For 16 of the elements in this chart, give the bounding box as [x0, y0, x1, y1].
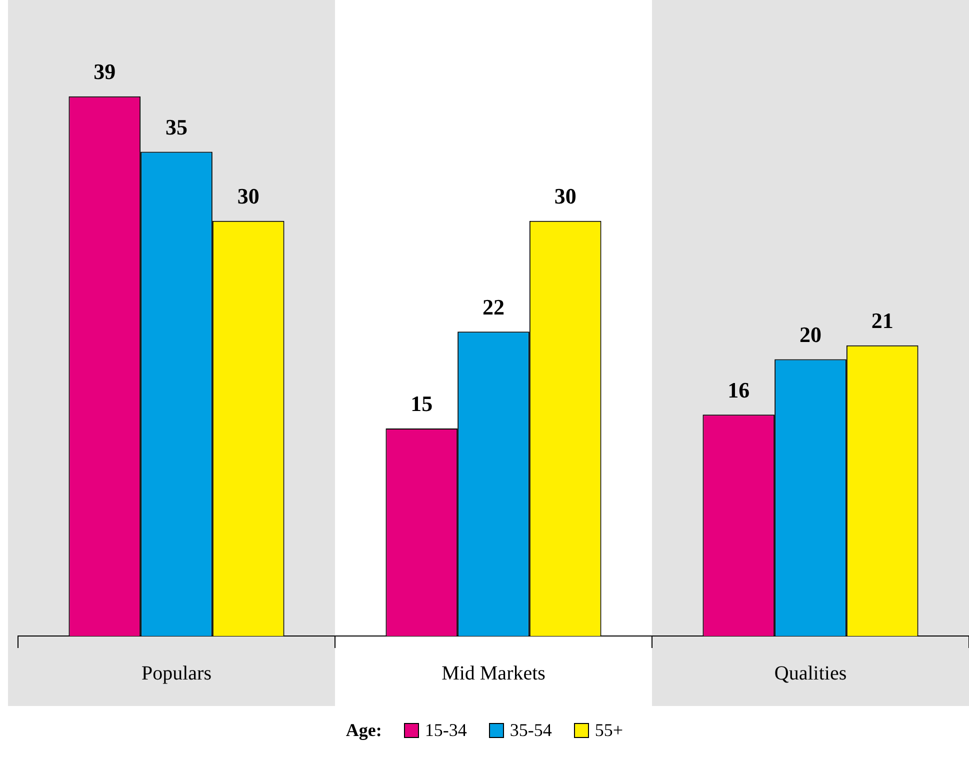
legend-title: Age:: [346, 720, 382, 741]
legend-label: 55+: [594, 720, 624, 741]
legend-label: 15-34: [424, 720, 467, 741]
data-label: 35: [166, 114, 188, 140]
data-label: 21: [871, 308, 894, 334]
legend-label: 35-54: [510, 720, 552, 741]
x-tick-label: Populars: [142, 662, 212, 684]
data-label: 20: [800, 322, 822, 347]
x-tick-label: Qualities: [774, 662, 847, 684]
data-label: 30: [554, 184, 576, 209]
data-label: 15: [410, 391, 433, 416]
data-label: 30: [237, 184, 260, 209]
data-label: 39: [94, 59, 116, 84]
data-label: 16: [728, 377, 750, 402]
data-label: 22: [482, 294, 504, 320]
x-tick-label: Mid Markets: [442, 662, 546, 684]
